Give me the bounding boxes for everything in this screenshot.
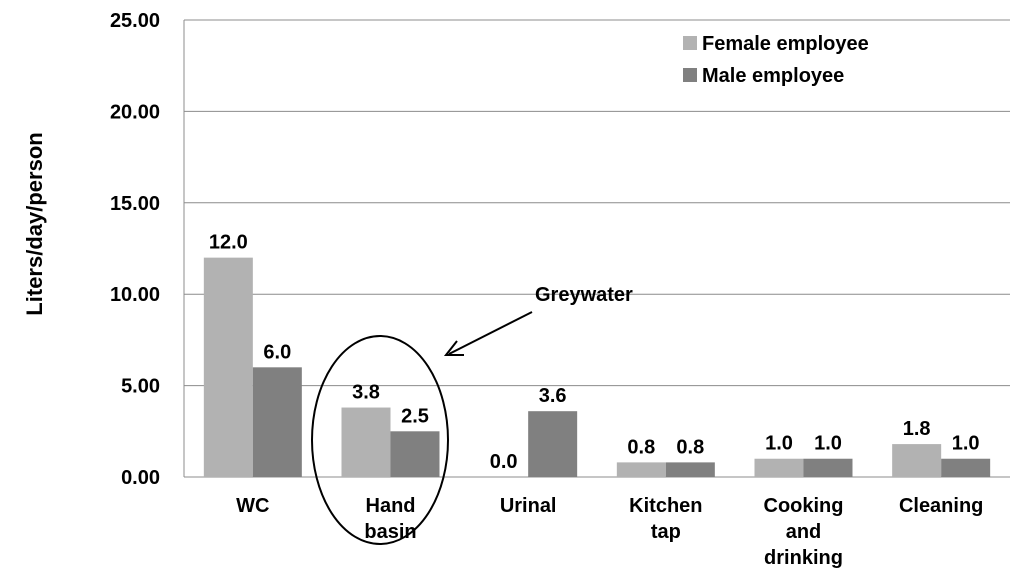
category-label: Kitchen	[629, 495, 702, 517]
category-label: Cleaning	[899, 495, 983, 517]
data-label: 3.6	[539, 385, 567, 407]
y-tick-label: 15.00	[110, 193, 160, 215]
bars	[203, 257, 991, 477]
category-label: basin	[364, 521, 416, 543]
data-labels: 12.0 6.0 3.8 2.5 0.0 3.6 0.8 0.8 1.0 1.0 1.8 1.0	[209, 232, 980, 473]
legend: Female employee Male employee	[683, 33, 869, 87]
category-label: Hand	[366, 495, 416, 517]
y-tick-labels: 0.00 5.00 10.00 15.00 20.00 25.00	[110, 10, 160, 489]
data-label: 0.8	[676, 436, 704, 458]
data-label: 0.8	[627, 436, 655, 458]
y-tick-label: 0.00	[121, 467, 160, 489]
bar-female	[203, 257, 253, 477]
greywater-arrow-head	[443, 340, 464, 356]
category-label: WC	[236, 495, 269, 517]
data-label: 6.0	[263, 341, 291, 363]
y-tick-label: 10.00	[110, 284, 160, 306]
bar-female	[616, 462, 666, 477]
bar-female	[754, 458, 804, 477]
y-tick-label: 25.00	[110, 10, 160, 32]
data-label: 2.5	[401, 405, 429, 427]
data-label: 12.0	[209, 232, 248, 254]
bar-male	[528, 411, 578, 477]
category-labels: WC Hand basin Urinal Kitchen tap Cooking and dri…	[236, 495, 983, 569]
data-label: 3.8	[352, 382, 380, 404]
y-tick-label: 20.00	[110, 101, 160, 123]
greywater-arrow	[448, 311, 533, 355]
bar-male	[665, 462, 715, 477]
data-label: 1.0	[952, 433, 980, 455]
category-label: drinking	[764, 547, 843, 569]
bar-male	[390, 431, 440, 477]
axes	[183, 20, 1010, 478]
bar-male	[941, 458, 991, 477]
greywater-label: Greywater	[535, 284, 633, 306]
legend-label: Male employee	[702, 65, 844, 87]
category-label: Urinal	[500, 495, 557, 517]
legend-swatch	[683, 36, 697, 50]
greywater-ellipse	[311, 335, 449, 545]
data-label: 1.8	[903, 418, 931, 440]
greywater-annotation: Greywater	[311, 284, 633, 545]
legend-label: Female employee	[702, 33, 869, 55]
category-label: tap	[651, 521, 681, 543]
category-label: and	[786, 521, 822, 543]
data-label: 1.0	[814, 433, 842, 455]
bar-male	[252, 367, 302, 477]
bar-female	[892, 444, 942, 477]
data-label: 0.0	[490, 451, 518, 473]
bar-male	[803, 458, 853, 477]
y-tick-label: 5.00	[121, 376, 160, 398]
y-axis-label: Liters/day/person	[22, 132, 47, 315]
bar-female	[341, 407, 391, 477]
gridlines	[184, 19, 1010, 387]
category-label: Cooking	[764, 495, 844, 517]
legend-swatch	[683, 68, 697, 82]
data-label: 1.0	[765, 433, 793, 455]
